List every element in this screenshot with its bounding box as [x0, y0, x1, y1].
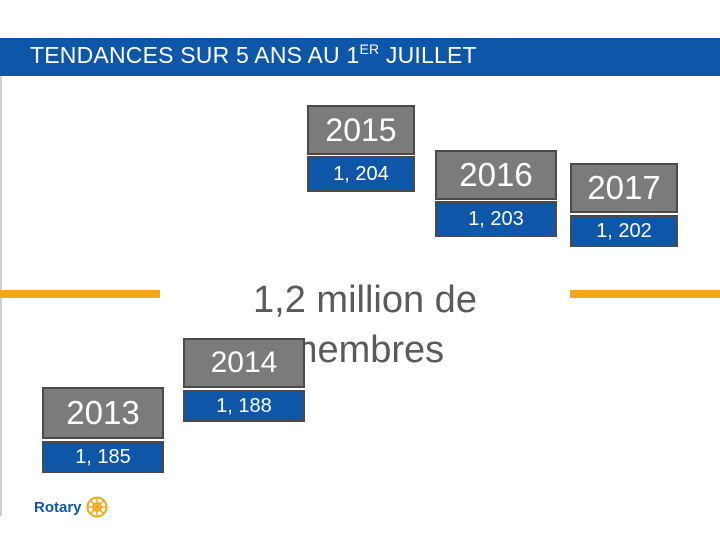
top-band [0, 0, 720, 38]
member-count-2013: 1, 185 [42, 441, 164, 473]
year-label-2014: 2014 [183, 338, 305, 388]
slide-title: TENDANCES SUR 5 ANS AU 1ER JUILLET [30, 41, 477, 69]
member-count-2016: 1, 203 [435, 201, 557, 237]
year-label-2017: 2017 [570, 163, 678, 213]
gold-line-left [0, 290, 160, 298]
member-count-2015: 1, 204 [307, 156, 415, 192]
title-bar [0, 38, 720, 76]
rotary-logo: Rotary [34, 496, 108, 518]
title-end: JUILLET [379, 42, 477, 68]
title-superscript: ER [359, 41, 380, 57]
gold-line-right [570, 290, 720, 298]
year-label-2013: 2013 [42, 387, 164, 439]
member-count-2017: 1, 202 [570, 215, 678, 247]
logo-wordmark: Rotary [34, 498, 82, 516]
headline-text: 1,2 million de membres [253, 279, 477, 371]
year-label-2015: 2015 [307, 105, 415, 155]
rotary-wheel-icon [86, 496, 108, 518]
title-main: TENDANCES SUR 5 ANS AU 1 [30, 42, 360, 68]
member-count-2014: 1, 188 [183, 390, 305, 422]
year-label-2016: 2016 [435, 150, 557, 200]
